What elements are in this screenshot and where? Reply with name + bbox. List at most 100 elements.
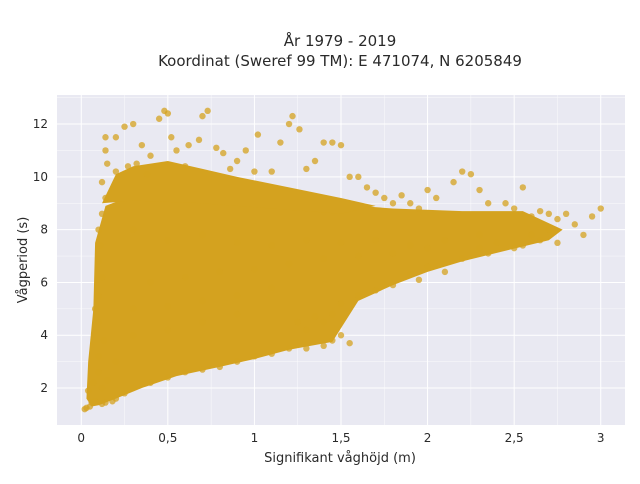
data-point [389,281,397,289]
data-point [441,237,449,244]
data-point [510,205,518,212]
data-point [459,168,466,175]
data-point [233,157,241,165]
data-point [181,273,189,281]
data-point [164,326,172,334]
x-tick-label: 0 [77,431,85,445]
data-point [164,110,172,117]
data-point [502,200,509,207]
data-point [303,345,310,352]
data-point [242,147,249,154]
data-point [355,252,362,260]
data-point [355,173,362,181]
data-point [173,147,180,154]
y-axis-title: Vågperiod (s) [16,217,31,304]
data-point [346,173,353,181]
data-point [597,205,604,212]
data-point [112,168,120,175]
y-tick-label: 4 [40,328,48,342]
data-point [389,200,397,207]
data-point [199,297,206,305]
data-point [320,342,327,349]
data-point [320,255,327,262]
data-point [216,363,223,371]
data-point [311,313,319,320]
data-point [95,369,102,376]
data-point [277,139,284,146]
data-point [226,165,234,173]
data-point [95,292,102,299]
data-point [407,271,414,278]
x-axis-ticks: 0 0,5 1 1,5 2 2,5 3 [77,431,604,445]
data-point [424,263,431,270]
data-point [97,242,104,249]
data-point [285,345,293,352]
data-point [450,178,457,186]
data-point [285,260,293,268]
data-point [363,184,371,191]
data-point [100,337,107,344]
data-point [102,147,109,154]
data-point [528,231,535,239]
data-point [285,120,293,128]
x-axis-title: Signifikant våghöjd (m) [264,451,416,466]
data-point [129,120,137,128]
data-point [112,358,120,365]
data-point [138,141,146,149]
data-point [337,239,345,247]
data-point [476,186,483,194]
data-point [216,268,223,276]
y-tick-label: 2 [40,381,48,395]
data-point [346,339,353,347]
data-point [112,134,120,141]
density-core [86,195,563,407]
data-point [320,139,327,146]
data-point [98,384,106,392]
data-point [268,284,275,291]
data-point [90,379,97,386]
x-tick-label: 3 [597,431,605,445]
data-point [251,353,258,360]
data-point [129,305,137,313]
data-point [415,276,423,283]
data-point [424,186,431,194]
data-point [296,126,303,133]
data-point [519,242,527,249]
data-point [303,326,310,334]
x-tick-label: 2 [424,431,432,445]
data-point [398,192,405,199]
data-point [476,231,483,239]
data-point [251,168,258,175]
data-point [545,226,553,233]
data-point [355,292,362,299]
data-point [98,273,106,281]
data-point [104,160,111,167]
data-point [213,144,220,151]
data-point [109,398,116,405]
data-point [476,244,483,252]
data-point [91,305,99,313]
data-point [164,237,172,244]
data-point [268,350,275,357]
data-point [147,279,154,286]
data-point [493,239,501,247]
data-point [294,318,301,326]
data-point [95,226,102,233]
data-point [129,226,137,233]
data-point [372,287,379,294]
data-point [268,168,275,175]
data-point [121,390,128,397]
data-point [510,244,518,252]
data-point [337,332,345,339]
data-point [389,250,397,257]
data-point [95,318,102,326]
chart-title-line-1: År 1979 - 2019 [284,31,397,50]
data-point [121,123,128,130]
data-point [195,136,203,144]
data-point [519,184,527,191]
data-point [84,387,92,394]
data-point [164,303,172,310]
data-point [98,178,106,186]
